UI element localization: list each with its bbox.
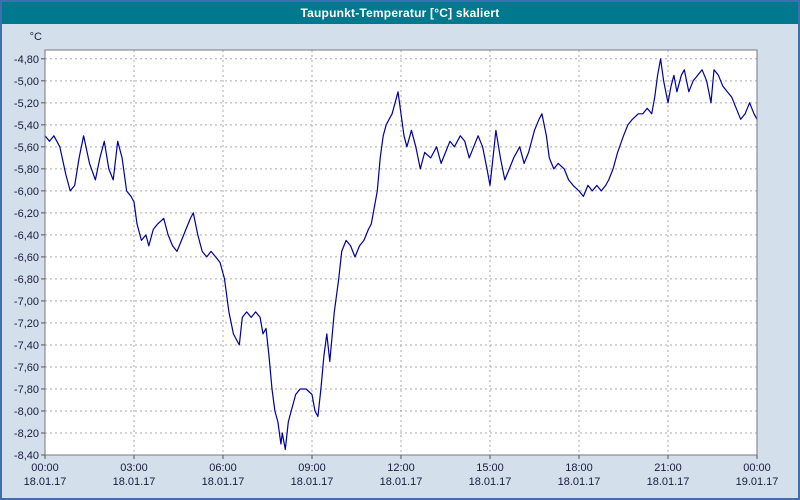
chart-area: -4,80 -5,00 -5,20 -5,40 -5,60 -5,80 -6,00 -6,20… (2, 24, 798, 498)
y-tick-label: -6,40 (14, 230, 39, 242)
x-tick-time-label: 15:00 (476, 462, 504, 474)
y-tick-label: -6,60 (14, 252, 39, 264)
y-tick-label: -5,20 (14, 98, 39, 110)
x-tick-date-label: 18.01.17 (24, 476, 67, 488)
x-tick-time-label: 21:00 (654, 462, 682, 474)
x-tick-date-label: 18.01.17 (291, 476, 334, 488)
x-tick-time-label: 06:00 (209, 462, 237, 474)
y-tick-label: -5,80 (14, 164, 39, 176)
y-tick-label: -7,80 (14, 384, 39, 396)
x-tick-date-label: 18.01.17 (113, 476, 156, 488)
x-tick-time-label: 00:00 (743, 462, 771, 474)
x-tick-date-label: 19.01.17 (736, 476, 779, 488)
y-tick-label: -5,40 (14, 120, 39, 132)
y-tick-label: -7,20 (14, 318, 39, 330)
x-tick-date-label: 18.01.17 (380, 476, 423, 488)
x-tick-date-label: 18.01.17 (558, 476, 601, 488)
x-tick-date-label: 18.01.17 (202, 476, 245, 488)
x-tick-time-label: 12:00 (387, 462, 415, 474)
x-tick-time-label: 09:00 (298, 462, 326, 474)
y-tick-label: -8,20 (14, 428, 39, 440)
y-tick-label: -7,00 (14, 296, 39, 308)
y-tick-label: -8,00 (14, 406, 39, 418)
window-title: Taupunkt-Temperatur [°C] skaliert (300, 6, 500, 20)
y-tick-label: -5,60 (14, 142, 39, 154)
y-tick-label: -5,00 (14, 76, 39, 88)
x-tick-date-label: 18.01.17 (469, 476, 512, 488)
y-tick-label: -7,60 (14, 362, 39, 374)
x-axis-labels: 00:00 18.01.17 03:00 18.01.17 06:00 18.01.17 0… (24, 462, 779, 488)
x-tick-time-label: 00:00 (31, 462, 59, 474)
x-tick-time-label: 03:00 (120, 462, 148, 474)
y-axis-labels: -4,80 -5,00 -5,20 -5,40 -5,60 -5,80 -6,00 -6,20… (14, 54, 39, 462)
axis-ticks (41, 58, 758, 459)
x-tick-date-label: 18.01.17 (647, 476, 690, 488)
y-tick-label: -6,80 (14, 274, 39, 286)
y-tick-label: -8,40 (14, 450, 39, 462)
series-line-path (44, 58, 758, 451)
chart-canvas: -4,80 -5,00 -5,20 -5,40 -5,60 -5,80 -6,00 -6,20… (14, 31, 779, 488)
y-tick-label: -7,40 (14, 340, 39, 352)
y-tick-label: -4,80 (14, 54, 39, 66)
y-axis-unit-label: °C (30, 31, 42, 43)
series-line (44, 58, 758, 451)
window-titlebar: Taupunkt-Temperatur [°C] skaliert (2, 2, 798, 24)
y-tick-label: -6,20 (14, 208, 39, 220)
x-tick-time-label: 18:00 (565, 462, 593, 474)
y-tick-label: -6,00 (14, 186, 39, 198)
